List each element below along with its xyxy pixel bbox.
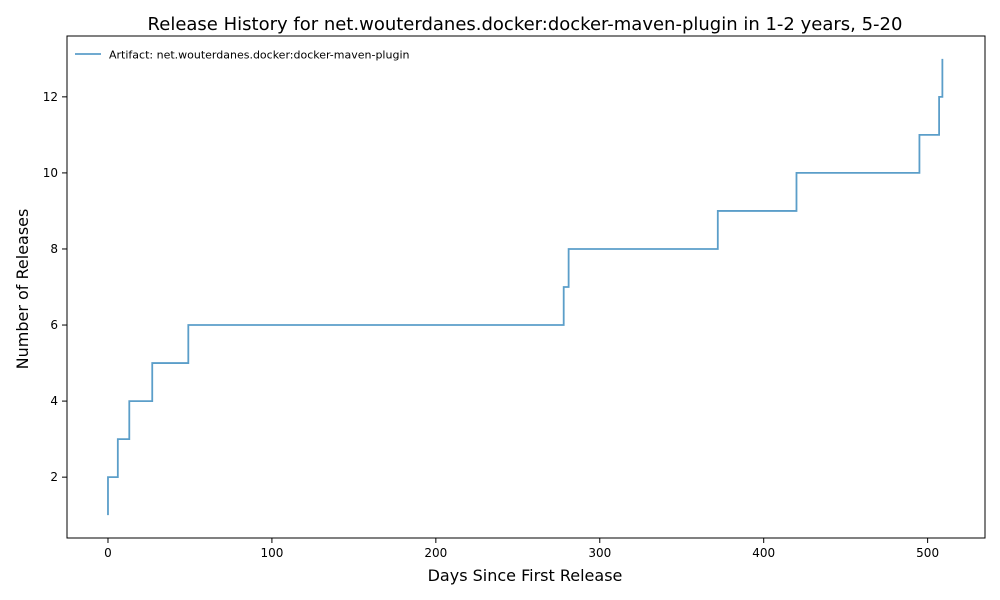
series-line-docker-maven-plugin (107, 58, 944, 516)
x-tick-label-4: 400 (752, 546, 775, 560)
chart-title: Release History for net.wouterdanes.dock… (148, 14, 903, 35)
plot-area-frame (66, 35, 986, 539)
y-tick-label-5: 12 (43, 90, 58, 104)
x-axis-label: Days Since First Release (428, 566, 623, 585)
y-axis-label: Number of Releases (13, 209, 32, 370)
x-tick-label-1: 100 (260, 546, 283, 560)
y-axis-ticks: 2 4 6 8 10 12 (43, 90, 67, 484)
x-tick-label-3: 300 (588, 546, 611, 560)
y-tick-label-3: 8 (50, 242, 58, 256)
x-tick-label-2: 200 (424, 546, 447, 560)
x-axis-ticks: 0 100 200 300 400 500 (104, 538, 939, 560)
legend-label: Artifact: net.wouterdanes.docker:docker-… (109, 49, 409, 62)
y-tick-label-0: 2 (50, 470, 58, 484)
y-tick-label-2: 6 (50, 318, 58, 332)
x-tick-label-0: 0 (104, 546, 112, 560)
y-tick-label-1: 4 (50, 394, 58, 408)
legend: Artifact: net.wouterdanes.docker:docker-… (75, 49, 409, 62)
y-tick-label-4: 10 (43, 166, 58, 180)
x-tick-label-5: 500 (916, 546, 939, 560)
